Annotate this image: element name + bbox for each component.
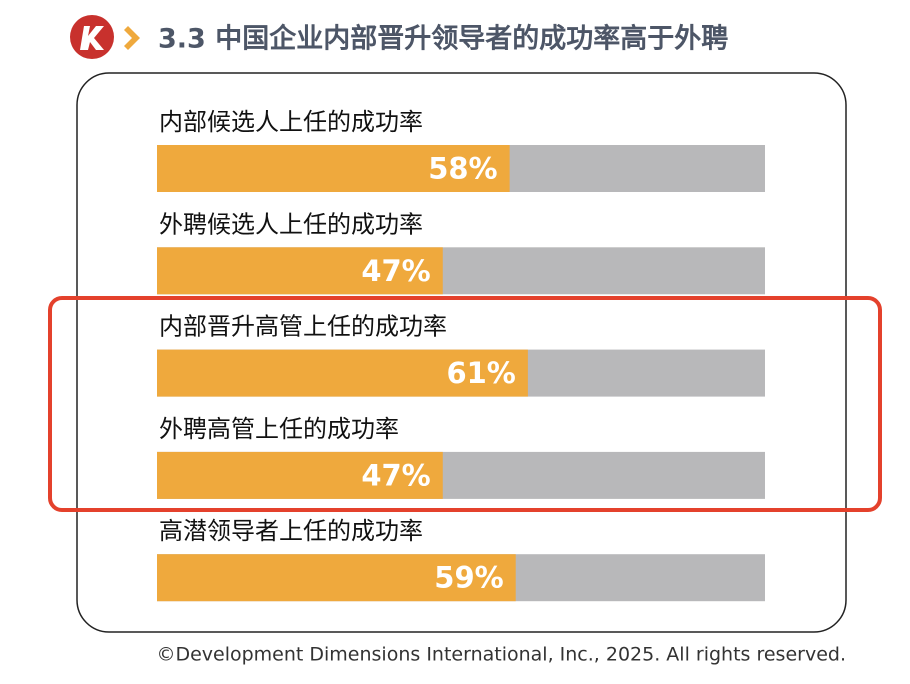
bar (157, 451, 443, 499)
bar (157, 554, 516, 602)
highlight (48, 296, 882, 512)
value-label: 59% (434, 561, 503, 595)
panel (76, 72, 847, 633)
value-label: 47% (361, 254, 430, 288)
category-label: 高潜领导者上任的成功率 (159, 517, 423, 545)
bar (157, 247, 443, 295)
value-label: 58% (428, 152, 497, 186)
value-label: 47% (361, 458, 430, 492)
category-label: 外聘高管上任的成功率 (159, 415, 399, 443)
chart-title: 3.3 中国企业内部晋升领导者的成功率高于外聘 (158, 23, 728, 55)
value-label: 61% (446, 356, 515, 390)
footer: ©Development Dimensions International, I… (156, 644, 846, 666)
category-label: 内部候选人上任的成功率 (159, 108, 423, 136)
logo-mark (80, 26, 104, 50)
bar (157, 349, 528, 397)
chevron (124, 26, 140, 50)
category-label: 内部晋升高管上任的成功率 (159, 313, 447, 341)
category-label: 外聘候选人上任的成功率 (159, 210, 423, 238)
bar (157, 145, 510, 192)
